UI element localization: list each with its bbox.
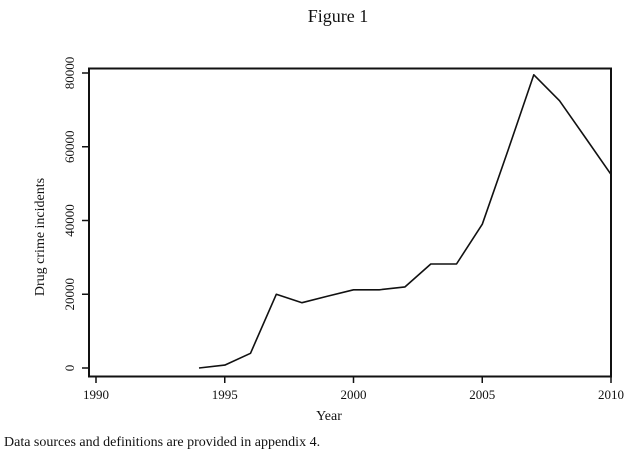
y-axis-label: Drug crime incidents <box>33 178 48 296</box>
x-tick-label: 2005 <box>469 387 495 402</box>
x-tick-label: 2000 <box>341 387 367 402</box>
x-tick-label: 2010 <box>598 387 624 402</box>
y-tick-label: 0 <box>62 365 77 372</box>
y-tick-label: 20000 <box>62 278 77 311</box>
series-line <box>198 74 612 369</box>
footnote: Data sources and definitions are provide… <box>4 435 321 450</box>
plot-frame <box>88 67 612 378</box>
x-axis: 1990 1995 2000 2005 2010 <box>83 376 624 402</box>
y-axis: 0 20000 40000 60000 80000 <box>62 57 89 372</box>
y-tick-label: 40000 <box>62 204 77 237</box>
x-tick-label: 1995 <box>212 387 238 402</box>
x-tick-label: 1990 <box>83 387 109 402</box>
y-tick-label: 60000 <box>62 131 77 164</box>
chart-title: Figure 1 <box>308 6 369 26</box>
y-tick-label: 80000 <box>62 57 77 90</box>
x-axis-label: Year <box>316 409 342 424</box>
